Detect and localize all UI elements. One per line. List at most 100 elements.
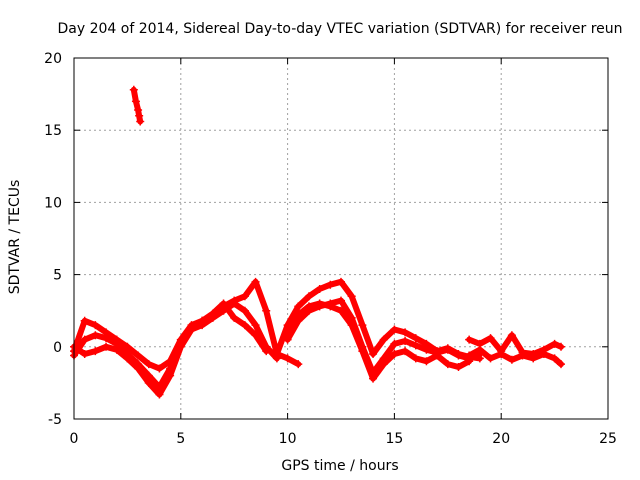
data-point-marker	[401, 347, 410, 356]
data-point-marker	[294, 360, 303, 369]
data-point-marker	[262, 347, 271, 356]
data-point-marker	[539, 350, 548, 359]
data-point-marker	[240, 321, 249, 330]
data-point-marker	[390, 339, 399, 348]
data-point-marker	[91, 321, 100, 330]
data-point-marker	[187, 325, 196, 334]
data-point-marker	[475, 345, 484, 354]
data-point-marker	[240, 306, 249, 315]
data-point-marker	[497, 350, 506, 359]
data-point-marker	[518, 351, 527, 360]
data-point-marker	[240, 292, 249, 301]
data-point-marker	[401, 328, 410, 337]
data-point-marker	[369, 350, 378, 359]
x-axis-label: GPS time / hours	[281, 458, 398, 474]
data-point-marker	[422, 345, 431, 354]
data-point-marker	[219, 299, 228, 308]
series-track-f	[284, 300, 473, 382]
data-point-marker	[401, 337, 410, 346]
y-axis-label: SDTVAR / TECUs	[7, 180, 23, 295]
y-tick-label: 0	[53, 340, 62, 356]
data-point-marker	[347, 321, 356, 330]
data-point-marker	[390, 325, 399, 334]
data-point-marker	[304, 302, 313, 311]
data-point-marker	[454, 363, 463, 372]
data-point-marker	[557, 342, 566, 351]
data-point-marker	[134, 364, 143, 373]
data-point-marker	[91, 331, 100, 340]
data-point-marker	[486, 354, 495, 363]
y-tick-label: 10	[44, 195, 62, 211]
series-track-g	[466, 332, 564, 357]
data-point-marker	[102, 342, 111, 351]
y-tick-label: 5	[53, 268, 62, 284]
data-point-marker	[326, 280, 335, 289]
data-point-marker	[80, 316, 89, 325]
data-point-marker	[337, 277, 345, 286]
x-tick-label: 25	[599, 431, 617, 447]
data-point-marker	[283, 328, 292, 337]
data-point-marker	[166, 371, 175, 380]
data-point-marker	[251, 331, 260, 340]
series-track-d	[273, 278, 483, 362]
data-point-marker	[144, 378, 153, 387]
data-point-marker	[433, 351, 442, 360]
data-point-marker	[550, 354, 559, 363]
data-point-marker	[443, 345, 452, 354]
data-point-marker	[176, 342, 185, 351]
plot-frame	[73, 57, 609, 420]
data-point-marker	[208, 309, 217, 318]
data-point-marker	[283, 354, 292, 363]
series-track-c	[71, 300, 270, 398]
data-point-marker	[304, 292, 313, 301]
data-point-marker	[550, 339, 559, 348]
data-point-marker	[507, 331, 516, 340]
data-point-marker	[134, 351, 143, 360]
data-point-marker	[102, 334, 111, 343]
data-point-marker	[465, 335, 474, 344]
data-point-marker	[198, 316, 207, 325]
axes: 0 5 10 15 20 25 -5 0 5 10 15 20	[44, 51, 617, 447]
data-point-marker	[557, 360, 566, 369]
data-point-marker	[123, 354, 132, 363]
data-point-marker	[337, 306, 345, 315]
data-point-marker	[294, 302, 303, 311]
data-series	[70, 85, 566, 399]
data-point-marker	[123, 342, 132, 351]
x-tick-label: 15	[385, 431, 403, 447]
x-tick-label: 5	[176, 431, 185, 447]
data-point-marker	[155, 390, 164, 399]
data-point-marker	[443, 360, 452, 369]
data-point-marker	[379, 360, 388, 369]
data-point-marker	[486, 334, 495, 343]
y-tick-label: -5	[48, 412, 62, 428]
data-point-marker	[411, 341, 420, 350]
data-point-marker	[283, 335, 292, 344]
data-point-marker	[358, 321, 367, 330]
x-tick-label: 20	[492, 431, 510, 447]
data-point-marker	[91, 347, 100, 356]
data-point-marker	[144, 360, 153, 369]
data-point-marker	[131, 97, 140, 106]
data-point-marker	[379, 335, 388, 344]
data-point-marker	[134, 105, 143, 114]
chart-title: Day 204 of 2014, Sidereal Day-to-day VTE…	[57, 21, 622, 37]
y-tick-label: 15	[44, 123, 62, 139]
data-point-marker	[454, 351, 463, 360]
data-point-marker	[251, 321, 260, 330]
data-point-marker	[465, 351, 474, 360]
data-point-marker	[272, 350, 281, 359]
data-point-marker	[129, 85, 138, 94]
y-tick-label: 20	[44, 51, 62, 67]
series-track-a	[71, 278, 302, 372]
data-point-marker	[294, 311, 303, 320]
data-point-marker	[422, 357, 431, 366]
data-point-marker	[390, 350, 399, 359]
data-point-marker	[411, 334, 420, 343]
data-point-marker	[136, 117, 145, 126]
data-point-marker	[507, 355, 516, 364]
series-track-h	[466, 346, 564, 368]
data-point-marker	[358, 347, 367, 356]
data-point-marker	[529, 354, 538, 363]
